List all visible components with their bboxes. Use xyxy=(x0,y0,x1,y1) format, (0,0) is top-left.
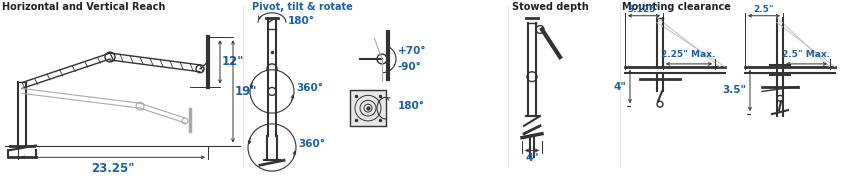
Text: 2.5" Max.: 2.5" Max. xyxy=(782,50,830,59)
Circle shape xyxy=(657,101,663,107)
Text: 3.125": 3.125" xyxy=(627,5,661,14)
Text: -90°: -90° xyxy=(398,62,422,72)
Bar xyxy=(350,90,386,126)
Circle shape xyxy=(136,102,144,110)
Text: 12": 12" xyxy=(222,55,244,69)
Circle shape xyxy=(248,124,296,171)
Text: Horizontal and Vertical Reach: Horizontal and Vertical Reach xyxy=(2,2,165,12)
Circle shape xyxy=(182,118,188,124)
Text: Mounting clearance: Mounting clearance xyxy=(622,2,731,12)
Circle shape xyxy=(377,54,387,64)
Text: 360°: 360° xyxy=(298,138,325,149)
Text: 3.5": 3.5" xyxy=(722,85,746,95)
Text: 360°: 360° xyxy=(296,83,323,93)
Text: Pivot, tilt & rotate: Pivot, tilt & rotate xyxy=(252,2,353,12)
Text: 2.5": 2.5" xyxy=(753,5,775,14)
Circle shape xyxy=(536,26,544,33)
Text: 2.25" Max.: 2.25" Max. xyxy=(661,50,715,59)
Text: 180°: 180° xyxy=(398,101,425,111)
Circle shape xyxy=(250,70,294,113)
Text: 180°: 180° xyxy=(288,16,315,26)
Circle shape xyxy=(267,64,277,74)
Circle shape xyxy=(196,65,204,73)
Text: 4": 4" xyxy=(613,82,626,91)
Text: 19": 19" xyxy=(235,85,258,98)
Text: 23.25": 23.25" xyxy=(92,162,134,175)
Circle shape xyxy=(105,52,115,62)
Text: 4": 4" xyxy=(526,153,538,163)
Text: Stowed depth: Stowed depth xyxy=(512,2,589,12)
Circle shape xyxy=(268,88,276,95)
Text: +70°: +70° xyxy=(398,46,426,56)
Circle shape xyxy=(777,95,783,101)
Circle shape xyxy=(527,72,537,82)
